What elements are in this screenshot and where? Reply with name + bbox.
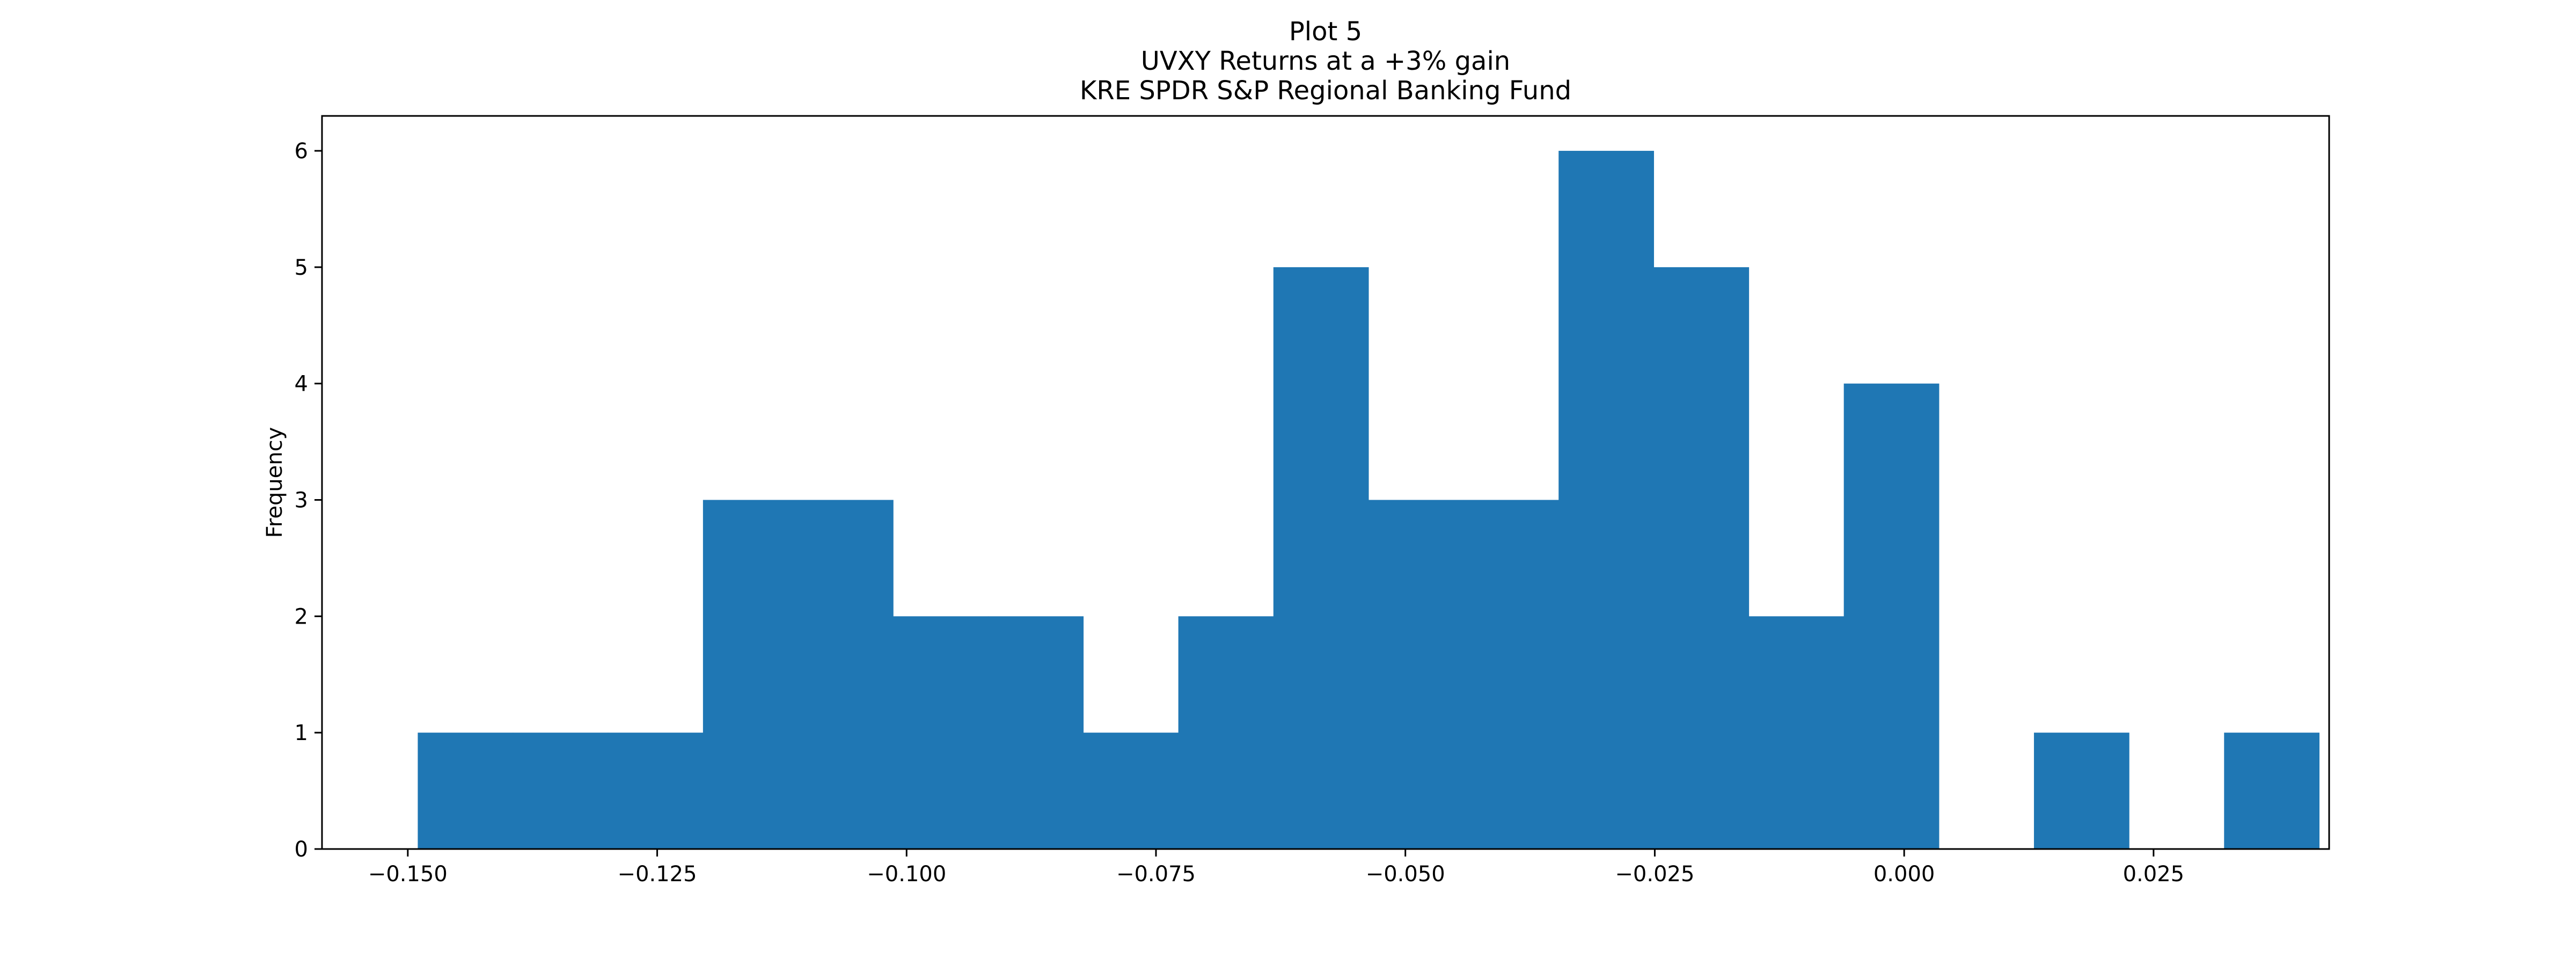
histogram-bars <box>418 151 2320 849</box>
histogram-bar <box>608 733 704 849</box>
y-tick-label: 2 <box>295 604 308 629</box>
histogram-bar <box>1368 500 1464 849</box>
chart-title-line: UVXY Returns at a +3% gain <box>1141 46 1510 76</box>
histogram-bar <box>1558 151 1654 849</box>
y-tick-label: 5 <box>295 255 308 280</box>
x-tick-label: −0.075 <box>1116 862 1196 887</box>
y-tick-label: 6 <box>295 139 308 164</box>
y-axis: 0 1 2 3 4 5 6 <box>295 139 322 862</box>
x-tick-label: −0.025 <box>1615 862 1694 887</box>
y-tick-label: 4 <box>295 372 308 397</box>
y-tick-label: 3 <box>295 488 308 513</box>
histogram-bar <box>2224 733 2320 849</box>
plot-area-frame <box>321 115 2330 850</box>
x-tick-label: −0.125 <box>618 862 697 887</box>
histogram-bar <box>1843 383 1940 849</box>
histogram-bar <box>1653 267 1750 849</box>
histogram-bar <box>1273 267 1369 849</box>
histogram-bar <box>513 733 609 849</box>
histogram-bar <box>988 616 1084 849</box>
histogram-bar <box>1178 616 1274 849</box>
x-tick-label: 0.025 <box>2123 862 2185 887</box>
histogram-bar <box>1748 616 1845 849</box>
x-tick-label: −0.150 <box>368 862 448 887</box>
histogram-bar <box>702 500 799 849</box>
chart-title-line: Plot 5 <box>1289 17 1362 47</box>
y-tick-label: 0 <box>295 837 308 862</box>
x-axis: −0.150 −0.125 −0.100 −0.075 −0.050 −0.025 0.00… <box>368 849 2184 887</box>
histogram-bar <box>1083 733 1179 849</box>
x-tick-label: −0.050 <box>1366 862 1445 887</box>
histogram-bar <box>893 616 989 849</box>
histogram-bar <box>418 733 514 849</box>
chart-title-line: KRE SPDR S&P Regional Banking Fund <box>1080 76 1571 106</box>
histogram-bar <box>798 500 894 849</box>
y-tick-label: 1 <box>295 721 308 745</box>
y-axis-label: Frequency <box>262 427 287 538</box>
x-tick-label: −0.100 <box>867 862 946 887</box>
histogram-bar <box>1463 500 1559 849</box>
histogram-bar <box>2033 733 2129 849</box>
x-tick-label: 0.000 <box>1874 862 1935 887</box>
